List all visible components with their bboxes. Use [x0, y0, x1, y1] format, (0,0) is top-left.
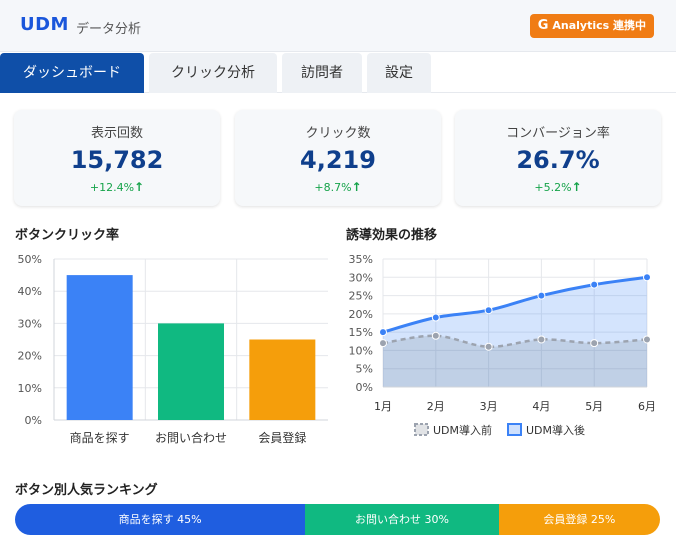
tab-dashboard[interactable]: ダッシュボード	[0, 53, 144, 93]
stat-value: 15,782	[70, 146, 164, 174]
app-subtitle: データ分析	[76, 22, 142, 37]
stat-value: 26.7%	[516, 146, 600, 174]
legend-swatch-before	[414, 423, 429, 436]
stat-card-impressions: 表示回数 15,782 +12.4%↑	[14, 110, 220, 206]
y-tick-label: 30%	[349, 271, 373, 284]
y-tick-label: 5%	[356, 363, 373, 376]
tab-settings[interactable]: 設定	[367, 53, 431, 93]
data-point	[590, 339, 599, 348]
y-tick-label: 25%	[349, 290, 373, 303]
bar	[249, 339, 316, 420]
x-tick-label: 商品を探す	[70, 430, 130, 445]
ranking-title: ボタン別人気ランキング	[15, 483, 158, 498]
series-line-after	[382, 275, 648, 334]
x-tick-label: 6月	[638, 400, 656, 413]
bar-chart-title: ボタンクリック率	[15, 228, 120, 243]
stat-label: コンバージョン率	[506, 126, 610, 141]
x-tick-label: 4月	[532, 400, 550, 413]
x-tick-label: 会員登録	[258, 430, 306, 445]
data-point	[643, 335, 651, 344]
y-tick-label: 15%	[349, 326, 373, 339]
x-tick-label: 2月	[427, 400, 445, 413]
stat-change-text: +5.2%	[534, 181, 572, 194]
stat-change: +12.4%↑	[14, 180, 220, 194]
stat-label: 表示回数	[90, 126, 143, 141]
legend-label-before: UDM導入前	[433, 423, 492, 437]
y-tick-label: 40%	[18, 285, 42, 298]
data-point	[484, 306, 493, 315]
x-tick-label: お問い合わせ	[155, 430, 227, 445]
app-header: UDM データ分析 G Analytics 連携中	[0, 0, 676, 52]
data-point	[643, 273, 651, 282]
series-line-before	[382, 334, 648, 349]
stat-card-clicks: クリック数 4,219 +8.7%↑	[235, 110, 441, 206]
data-point	[379, 339, 387, 348]
data-point	[379, 328, 387, 337]
y-tick-label: 30%	[18, 317, 42, 330]
data-point	[537, 291, 546, 300]
arrow-up-icon: ↑	[134, 180, 145, 194]
legend-label-after: UDM導入後	[526, 423, 585, 437]
data-point	[431, 331, 440, 340]
ranking-segment-search[interactable]: 商品を探す 45%	[15, 504, 306, 535]
tab-click-analysis[interactable]: クリック分析	[149, 53, 277, 93]
y-tick-label: 0%	[25, 414, 42, 427]
data-point	[590, 280, 599, 289]
y-tick-label: 10%	[18, 382, 42, 395]
x-tick-label: 5月	[585, 400, 603, 413]
ranking-bar: 商品を探す 45% お問い合わせ 30% 会員登録 25%	[15, 504, 660, 535]
analytics-badge-label: Analytics 連携中	[552, 19, 646, 32]
tab-visitors[interactable]: 訪問者	[282, 53, 362, 93]
bar	[66, 275, 133, 420]
stat-card-conversion: コンバージョン率 26.7% +5.2%↑	[455, 110, 661, 206]
y-tick-label: 50%	[18, 253, 42, 266]
x-tick-label: 1月	[374, 400, 392, 413]
series-area-after	[383, 277, 647, 387]
tab-bar: ダッシュボード クリック分析 訪問者 設定	[0, 53, 676, 93]
arrow-up-icon: ↑	[351, 180, 362, 194]
arrow-up-icon: ↑	[571, 180, 582, 194]
legend-swatch-after	[507, 423, 522, 436]
stat-value: 4,219	[300, 146, 376, 174]
data-point	[431, 313, 440, 322]
stat-change: +5.2%↑	[455, 180, 661, 194]
ranking-segment-contact[interactable]: お問い合わせ 30%	[305, 504, 499, 535]
y-tick-label: 20%	[18, 350, 42, 363]
y-tick-label: 35%	[349, 253, 373, 266]
google-icon: G	[537, 18, 549, 33]
x-tick-label: 3月	[480, 400, 498, 413]
data-point	[537, 335, 546, 344]
stat-change-text: +8.7%	[314, 181, 352, 194]
app-logo[interactable]: UDM	[20, 14, 69, 35]
stat-change-text: +12.4%	[89, 181, 135, 194]
y-tick-label: 10%	[349, 344, 373, 357]
bar	[158, 323, 224, 420]
line-chart-title: 誘導効果の推移	[346, 228, 438, 243]
y-tick-label: 0%	[356, 381, 373, 394]
analytics-badge[interactable]: G Analytics 連携中	[529, 14, 654, 38]
data-point	[484, 342, 493, 351]
ranking-segment-register[interactable]: 会員登録 25%	[498, 504, 660, 535]
series-area-before	[383, 335, 647, 387]
y-tick-label: 20%	[349, 308, 373, 321]
stat-change: +8.7%↑	[235, 180, 441, 194]
bar-chart: 0% 10% 20% 30% 40% 50% 商品を探す お問い合わせ 会員登録	[18, 253, 328, 445]
stat-label: クリック数	[305, 126, 371, 141]
line-chart: 0% 5% 10% 15% 20% 25% 30% 35% 1月 2月 3月 4月 5月 6月 UDM導入前…	[349, 253, 656, 437]
